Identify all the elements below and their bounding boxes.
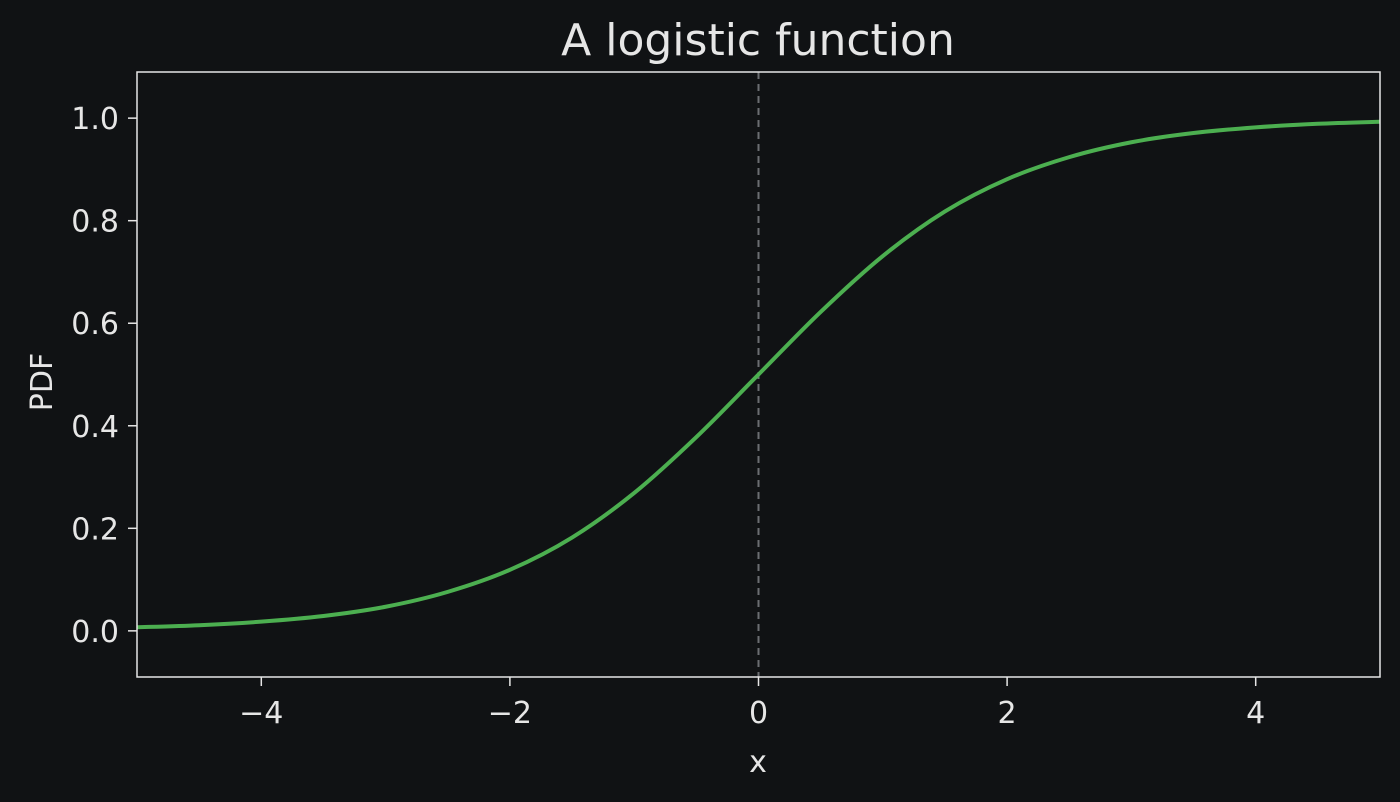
chart-title: A logistic function [561, 15, 955, 66]
x-tick-label: −4 [239, 696, 283, 731]
x-axis-label: x [749, 745, 767, 780]
y-tick-label: 0.4 [71, 410, 119, 445]
y-tick-label: 1.0 [71, 102, 119, 137]
y-tick-label: 0.2 [71, 512, 119, 547]
x-tick-label: −2 [488, 696, 532, 731]
y-tick-label: 0.8 [71, 205, 119, 240]
y-tick-label: 0.0 [71, 615, 119, 650]
y-tick-label: 0.6 [71, 307, 119, 342]
x-tick-label: 4 [1246, 696, 1265, 731]
x-tick-label: 2 [998, 696, 1017, 731]
y-axis-label: PDF [25, 353, 60, 411]
series-line-0 [137, 119, 1380, 630]
x-tick-label: 0 [749, 696, 768, 731]
